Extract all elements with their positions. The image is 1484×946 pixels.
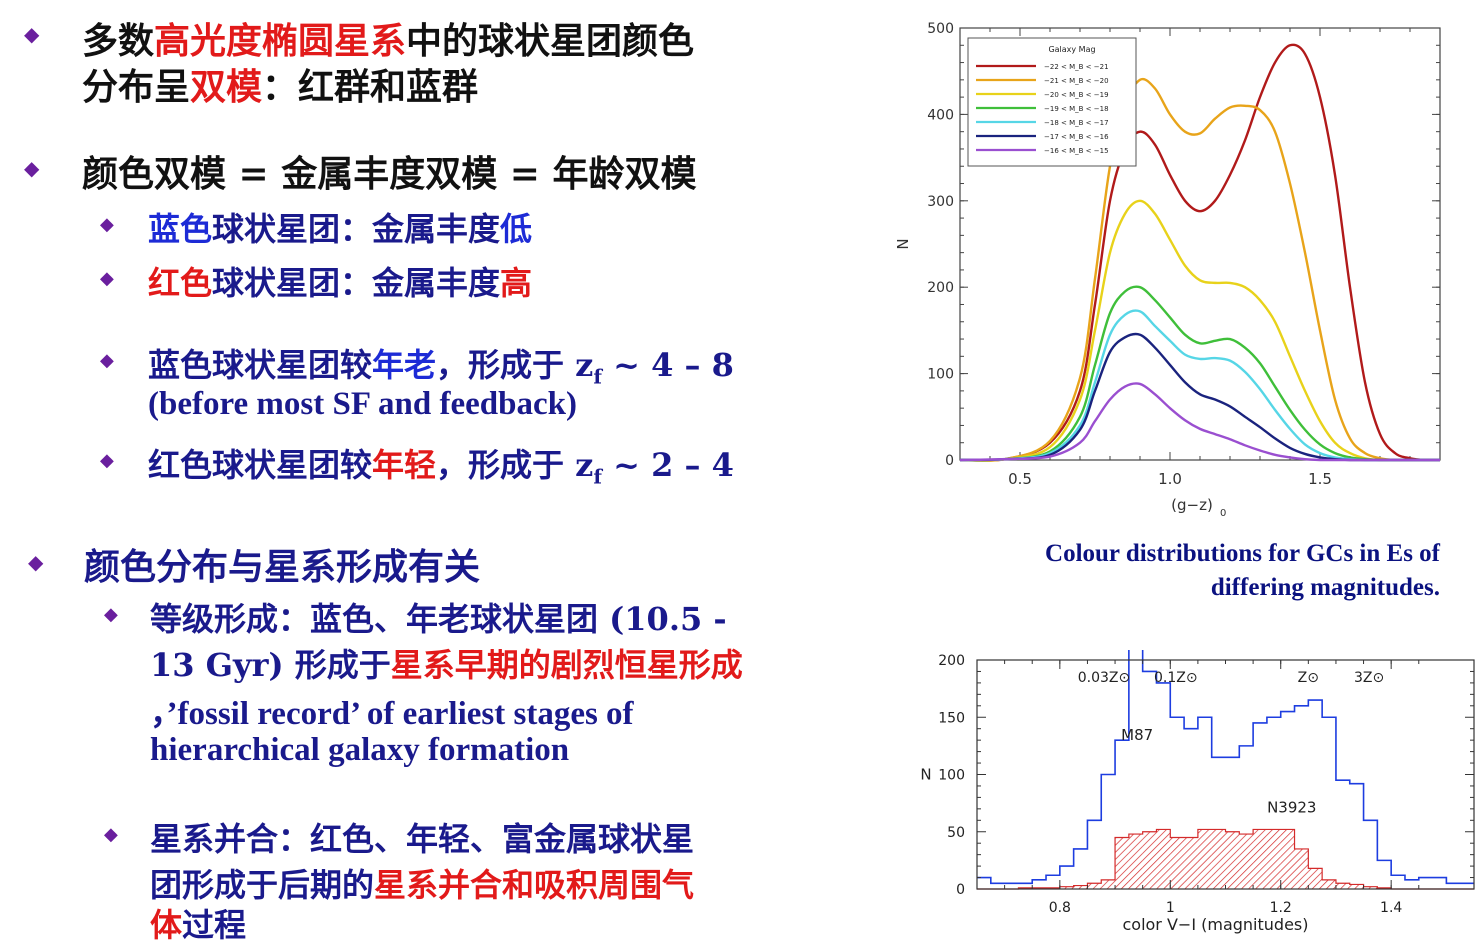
hatched-bar [1280,829,1295,889]
bullet-diamond-icon: ◆ [28,550,44,574]
bullet-2-sub-1: 蓝色球状星团：金属丰度低 [148,210,533,248]
bullet-3-sub-2-line-2: 团形成于后期的星系并合和吸积周围气 [150,866,695,904]
hatched-bar [1128,834,1143,889]
bullet-3-sub-1-line-2: 13 Gyr) 形成于星系早期的剧烈恒星形成 [150,646,743,684]
y-tick-label: 300 [927,194,954,210]
legend-entry: −22 < M_B < −21 [1044,63,1109,71]
sub-bullet-diamond-icon: ◆ [100,350,114,371]
metallicity-label: 0.03Z⊙ [1078,670,1131,686]
chart-caption-line-1: Colour distributions for GCs in Es of [1045,540,1440,567]
legend-entry: −19 < M_B < −18 [1044,105,1109,113]
x-tick-label: 0.8 [1049,900,1071,916]
bullet-1-line-2: 分布呈双模：红群和蓝群 [82,66,479,108]
hatched-bar [1059,886,1074,889]
hatched-bar [1266,829,1281,889]
sub-bullet-diamond-icon: ◆ [100,450,114,471]
bullet-2-sub-3-line-1: 蓝色球状星团较年老，形成于 zf ~ 4 – 8 [148,346,734,389]
bullet-3-sub-2-line-1: 星系并合：红色、年轻、富金属球状星 [150,820,695,858]
bullet-diamond-icon: ◆ [24,22,40,46]
y-tick-label: 50 [947,825,965,841]
series-line-4 [959,285,1440,462]
series-line-7 [959,382,1440,462]
hatched-bar [1073,885,1088,889]
y-tick-label: 100 [927,367,954,383]
y-tick-label: 100 [938,768,965,784]
legend-entry: −20 < M_B < −19 [1044,91,1109,99]
sub-bullet-diamond-icon: ◆ [104,604,118,625]
metallicity-label: 0.1Z⊙ [1154,670,1198,686]
y-tick-label: 0 [956,882,965,898]
hatched-bar [1184,837,1198,889]
bullet-3-sub-1-line-1: 等级形成：蓝色、年老球状星团 (10.5 - [150,600,727,638]
x-axis-label: color V−I (magnitudes) [1122,915,1308,934]
legend-box [967,37,1137,167]
hatched-bar [1335,883,1350,889]
hatched-bar [1225,831,1240,889]
hatched-bar [1101,879,1116,889]
y-tick-label: 200 [927,280,954,296]
bullet-2-sub-2: 红色球状星团：金属丰度高 [148,264,533,302]
hatched-bar [1211,829,1226,889]
color-distribution-chart: 0 100 200 300 400 500 0.5 1.0 1.5 Galaxy Mag −22 … [894,21,1441,519]
bullet-3-sub-1-line-4: hierarchical galaxy formation [150,732,570,768]
y-tick-label: 150 [938,710,965,726]
hatched-bar [1239,834,1254,889]
metallicity-label: 3Z⊙ [1354,670,1384,686]
y-tick-label: 200 [938,653,965,669]
x-axis-label: (g−z) [1171,496,1213,514]
hatched-bar [1142,831,1157,889]
series-line-1 [959,43,1441,462]
bullet-1-line-1: 多数高光度椭圆星系中的球状星团颜色 [82,20,695,62]
y-tick-label: 0 [945,453,954,469]
sub-bullet-diamond-icon: ◆ [100,268,114,289]
x-tick-label: 0.5 [1008,470,1032,488]
hatched-bar [1349,884,1364,889]
bullet-3-sub-2-line-3: 体过程 [150,906,247,944]
x-tick-label: 1.0 [1158,470,1182,488]
sub-bullet-diamond-icon: ◆ [100,214,114,235]
bullet-3-sub-1-line-3: ，’fossil record’ of earliest stages of [150,696,634,732]
sub-bullet-diamond-icon: ◆ [104,824,118,845]
hatched-bar [1322,879,1336,889]
y-tick-label: 500 [927,21,954,37]
m87-step-line [977,650,1474,885]
hatched-bar [1156,829,1171,889]
hatched-bar [1363,886,1378,889]
x-tick-label: 1.4 [1380,900,1402,916]
hatched-bar [1308,868,1323,889]
y-axis-label: N [894,238,912,249]
bullet-diamond-icon: ◆ [24,156,40,180]
hatched-bar [1115,837,1129,889]
n3923-outline [977,828,1474,890]
chart-caption-line-2: differing magnitudes. [1210,574,1440,601]
bullet-2-line-1: 颜色双模 = 金属丰度双模 = 年龄双模 [82,153,697,195]
legend-entry: −18 < M_B < −17 [1044,119,1109,127]
y-tick-label: 400 [927,107,954,123]
bullet-2-sub-3-line-2: (before most SF and feedback) [148,386,577,422]
series-label: N3923 [1267,798,1316,816]
bullet-2-sub-4: 红色球状星团较年轻，形成于 zf ~ 2 – 4 [148,446,734,489]
hatched-bar [1294,848,1309,889]
x-tick-label: 1.5 [1308,470,1332,488]
metallicity-label: Z⊙ [1298,670,1319,686]
series-line-5 [959,309,1440,462]
bullet-3-line-1: 颜色分布与星系形成有关 [84,546,481,588]
x-axis-label-subscript: 0 [1220,508,1226,519]
series-label: M87 [1121,726,1153,744]
legend-entry: −21 < M_B < −20 [1044,77,1109,85]
y-axis-label: N [920,766,931,784]
hatched-bar [1170,837,1185,889]
legend-entry: −16 < M_B < −15 [1044,147,1109,155]
legend-entry: −17 < M_B < −16 [1044,133,1109,141]
x-tick-label: 1.2 [1270,900,1292,916]
series-line-3 [959,199,1440,462]
hatched-bar [1197,829,1212,889]
legend-title: Galaxy Mag [1048,45,1095,54]
x-tick-label: 1 [1166,900,1175,916]
hatched-bar [1253,829,1267,889]
series-line-2 [959,77,1440,462]
hatched-bar [1087,883,1102,889]
